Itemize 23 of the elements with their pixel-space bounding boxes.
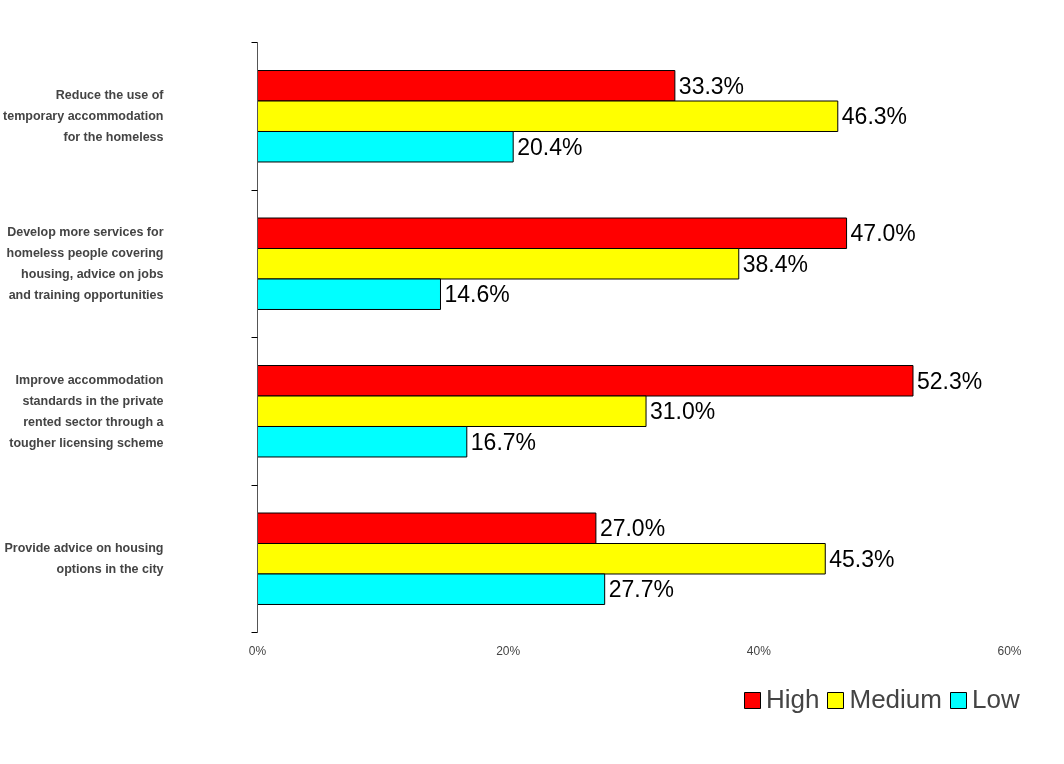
data-label: 52.3%: [916, 367, 983, 394]
data-label: 46.3%: [841, 103, 908, 130]
y-tick-label: Improve accommodation standards in the private rented sector through a tougher licensing scheme: [9, 372, 165, 450]
legend-label: High: [766, 684, 820, 715]
data-label: 16.7%: [470, 428, 537, 455]
data-label: 38.4%: [742, 250, 808, 277]
x-tick-label: 20%: [496, 643, 521, 658]
x-tick-label: 40%: [746, 643, 772, 658]
data-label: 33.3%: [678, 72, 745, 99]
y-tick-label: Provide advice on housing options in the city: [4, 541, 164, 577]
legend-label: Low: [971, 684, 1020, 715]
data-label: 45.3%: [829, 545, 895, 572]
x-tick-label: 0%: [248, 643, 267, 658]
legend-label: Medium: [849, 684, 942, 715]
data-label: 20.4%: [517, 133, 583, 160]
data-label: 14.6%: [444, 281, 510, 308]
y-tick-label: Develop more services for homeless people covering housing, advice on jobs and training opportunities: [6, 225, 164, 303]
data-label: 47.0%: [850, 220, 916, 247]
data-label: 27.0%: [599, 515, 666, 542]
x-tick-label: 60%: [997, 643, 1022, 658]
y-tick-label: Reduce the use of temporary accommodation for the homeless: [3, 88, 165, 145]
data-label: 27.7%: [608, 576, 674, 603]
data-label: 31.0%: [650, 398, 716, 425]
